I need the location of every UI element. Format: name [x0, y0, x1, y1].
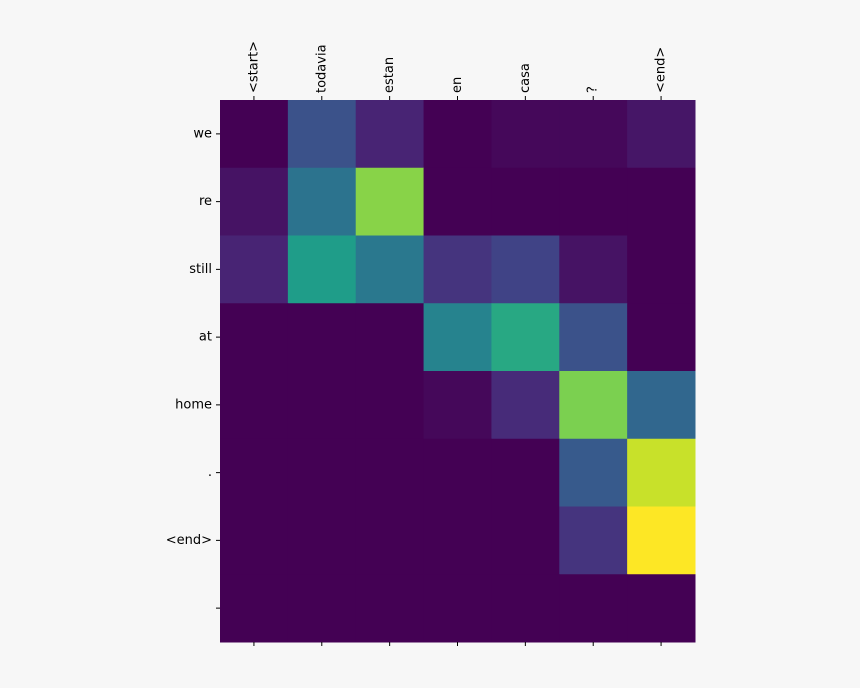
heatmap-cell [627, 235, 696, 304]
heatmap-cell [355, 438, 425, 507]
x-tick-label: <start> [246, 41, 261, 93]
x-tick-label: <end> [654, 47, 669, 93]
y-tick-label: home [175, 397, 212, 412]
heatmap-cell [287, 100, 357, 169]
heatmap-cell [287, 371, 357, 440]
y-tick-label: re [199, 194, 212, 209]
heatmap-cell [559, 100, 628, 169]
heatmap-cell [220, 235, 289, 304]
heatmap-cell [287, 167, 357, 236]
heatmap-cell [559, 506, 628, 575]
heatmap-cell [220, 167, 289, 236]
heatmap-cell [491, 438, 560, 507]
heatmap-cell [220, 303, 289, 372]
heatmap-cell [423, 303, 492, 372]
heatmap-cell [423, 574, 492, 643]
heatmap-cell [627, 506, 696, 575]
heatmap-cell [355, 100, 425, 169]
heatmap-cell [220, 371, 289, 440]
heatmap-cell [287, 303, 357, 372]
heatmap-cell [491, 574, 560, 643]
heatmap-cell [355, 574, 425, 643]
heatmap-cell [220, 506, 289, 575]
heatmap-cell [491, 303, 560, 372]
x-tick-label: casa [518, 63, 533, 93]
x-tick-label: todavia [314, 44, 329, 93]
heatmap-cell [423, 235, 492, 304]
heatmap-cell [491, 371, 560, 440]
heatmap-cell [287, 438, 357, 507]
heatmap-cell [220, 438, 289, 507]
heatmap-cell [355, 371, 425, 440]
x-tick-label: estan [382, 57, 397, 93]
y-tick-label: we [193, 126, 212, 141]
y-tick-label: <end> [166, 533, 212, 548]
heatmap-cell [627, 438, 696, 507]
heatmap-cell [491, 100, 560, 169]
heatmap-cell [559, 574, 628, 643]
heatmap-cell [287, 506, 357, 575]
heatmap-cell [559, 235, 628, 304]
heatmap-cell [287, 235, 357, 304]
heatmap-cell [491, 167, 560, 236]
heatmap-cell [627, 574, 696, 643]
heatmap-cell [423, 371, 492, 440]
heatmap-cell [355, 506, 425, 575]
heatmap-cell [559, 167, 628, 236]
heatmap-cell [423, 506, 492, 575]
heatmap-cell [423, 167, 492, 236]
heatmap-cell [355, 303, 425, 372]
heatmap-cell [220, 574, 289, 643]
x-tick-label: ? [586, 86, 601, 93]
heatmap-cell [559, 371, 628, 440]
heatmap-cell [287, 574, 357, 643]
heatmap-cell [423, 438, 492, 507]
heatmap-cell [627, 167, 696, 236]
y-tick-label: . [208, 465, 212, 480]
heatmap-cell [627, 100, 696, 169]
heatmap-cell [491, 506, 560, 575]
heatmap-cell [355, 167, 425, 236]
x-tick-label: en [450, 77, 465, 93]
heatmap-cell [423, 100, 492, 169]
heatmap-cell [559, 438, 628, 507]
heatmap-cell [627, 303, 696, 372]
heatmap-cell [220, 100, 289, 169]
heatmap-cell [355, 235, 425, 304]
heatmap-cell [559, 303, 628, 372]
y-tick-label: at [199, 330, 212, 345]
heatmap-cell [627, 371, 696, 440]
y-tick-label: still [189, 262, 212, 277]
heatmap-cell [491, 235, 560, 304]
